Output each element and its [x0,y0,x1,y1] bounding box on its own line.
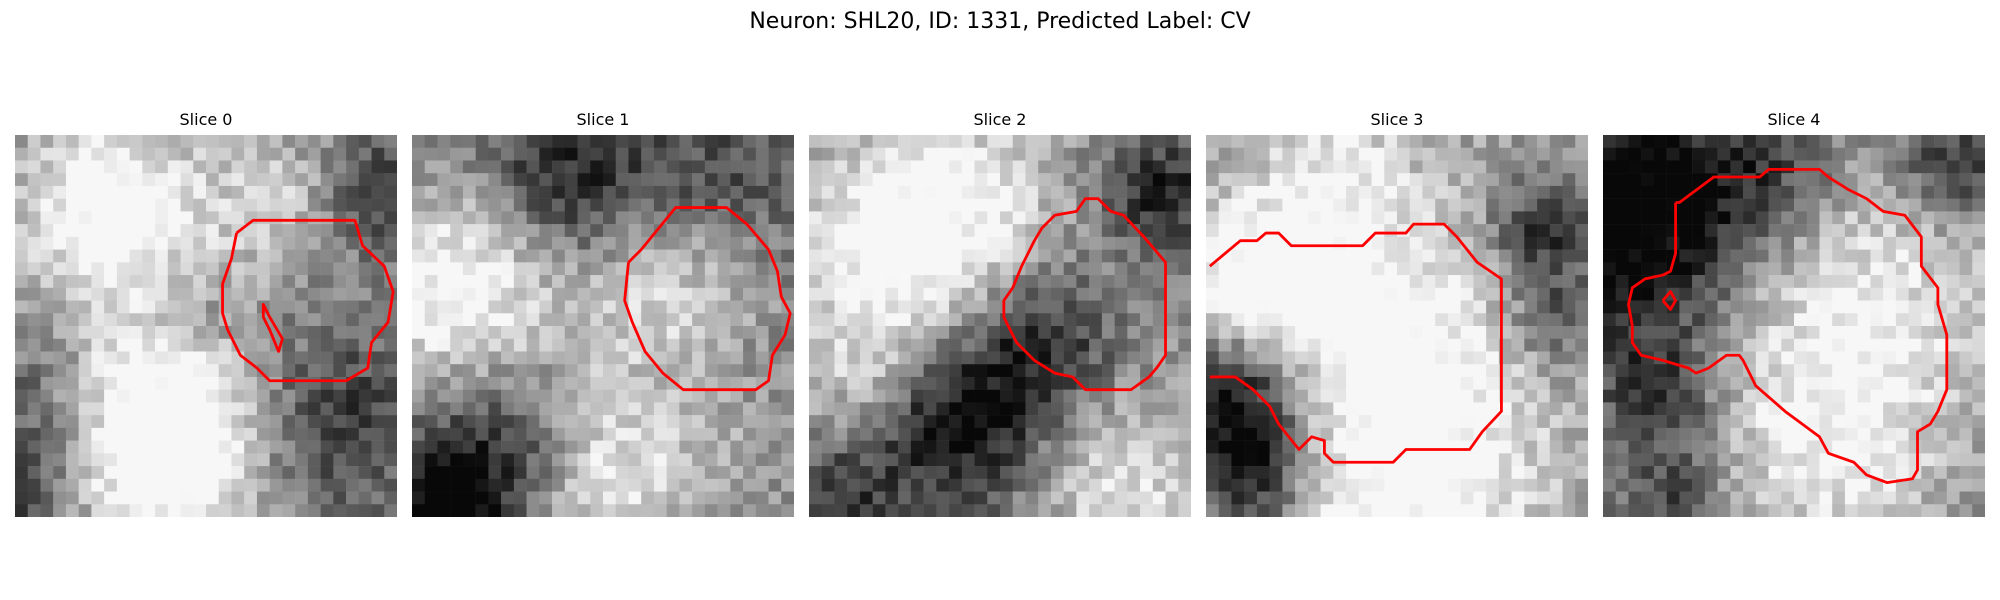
pixel-grid [809,135,1191,517]
slice-panel-2: Slice 2 [809,108,1191,517]
roi-contour [1627,167,1949,485]
slice-panel-0: Slice 0 [15,108,397,517]
roi-contour-fragment [1661,290,1677,311]
roi-contour-fragment [261,302,284,353]
slice-panel-1: Slice 1 [412,108,794,517]
pixel-grid [1206,135,1588,517]
slice-image-3 [1206,135,1588,517]
slice-title: Slice 3 [1370,110,1424,129]
slice-title: Slice 2 [973,110,1027,129]
slice-image-4 [1603,135,1985,517]
slice-image-0 [15,135,397,517]
slice-title: Slice 0 [179,110,233,129]
roi-contour [221,218,395,383]
slice-title: Slice 4 [1767,110,1821,129]
roi-contour [1002,197,1167,392]
slice-image-2 [809,135,1191,517]
slice-panel-4: Slice 4 [1603,108,1985,517]
slice-panel-3: Slice 3 [1206,108,1588,517]
roi-contour [1208,222,1503,464]
roi-contour [623,206,792,392]
slice-title: Slice 1 [576,110,630,129]
figure-title: Neuron: SHL20, ID: 1331, Predicted Label… [749,9,1251,34]
pixel-grid [412,135,794,517]
pixel-grid [1603,135,1985,517]
pixel-grid [15,135,397,517]
slice-image-1 [412,135,794,517]
